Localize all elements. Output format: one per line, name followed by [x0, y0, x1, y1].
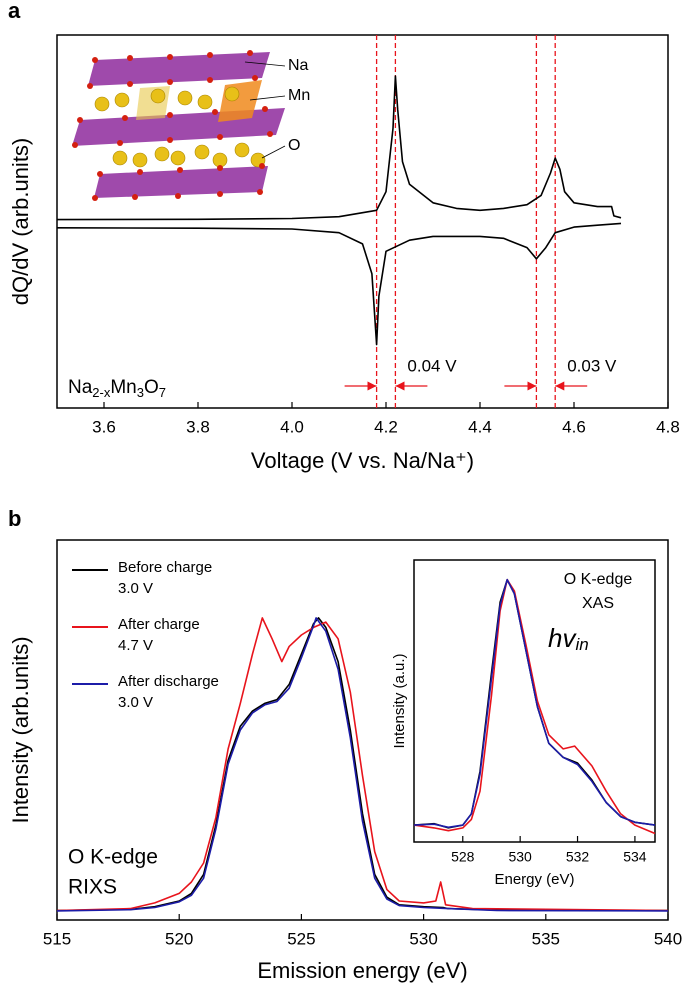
- formula: Na2-xMn3O7: [68, 377, 166, 400]
- data-line: [413, 578, 656, 829]
- panel-label: a: [8, 0, 21, 23]
- formula-part: 3: [137, 385, 144, 400]
- x-tick-label: 4.6: [562, 417, 586, 436]
- y-axis-label: Intensity (arb.units): [8, 636, 33, 823]
- annotation: hvin: [548, 623, 589, 655]
- x-tick-label: 4.0: [280, 417, 304, 436]
- formula-part: 7: [159, 385, 166, 400]
- structure-label: Na: [288, 57, 309, 74]
- annotation-part: in: [575, 635, 588, 654]
- data-line: [56, 222, 622, 346]
- structure-label: O: [288, 137, 300, 154]
- annotation-part: hv: [548, 623, 577, 653]
- legend-label: After charge: [118, 616, 200, 633]
- formula-part: 2-x: [92, 385, 111, 400]
- x-tick-label: 540: [654, 929, 682, 948]
- formula-part: O: [144, 377, 159, 398]
- legend-sublabel: 3.0 V: [118, 694, 153, 711]
- gap-label: 0.03 V: [567, 356, 617, 375]
- panel-text: O K-edge: [68, 846, 158, 869]
- x-tick-label: 532: [566, 849, 590, 865]
- panel-text: RIXS: [68, 876, 117, 899]
- legend-label: After discharge: [118, 673, 219, 690]
- structure-label: Mn: [288, 87, 310, 104]
- formula-part: Na: [68, 377, 93, 398]
- x-axis-label: Voltage (V vs. Na/Na⁺): [251, 448, 474, 473]
- plot-frame: [56, 34, 669, 409]
- x-tick-label: 534: [623, 849, 647, 865]
- panel-label: b: [8, 506, 21, 531]
- y-axis-label: dQ/dV (arb.units): [8, 138, 33, 306]
- plot-frame: [413, 559, 656, 843]
- legend-sublabel: 4.7 V: [118, 637, 153, 654]
- x-tick-label: 4.8: [656, 417, 680, 436]
- data-line: [56, 617, 669, 912]
- x-tick-label: 535: [532, 929, 560, 948]
- gap-label: 0.04 V: [407, 356, 457, 375]
- legend-label: Before charge: [118, 559, 212, 576]
- data-line: [413, 578, 656, 835]
- x-tick-label: 530: [409, 929, 437, 948]
- x-axis-label: Energy (eV): [494, 871, 574, 888]
- panel-text: O K-edge: [564, 571, 633, 588]
- y-axis-label: Intensity (a.u.): [391, 653, 408, 748]
- x-tick-label: 525: [287, 929, 315, 948]
- x-tick-label: 4.2: [374, 417, 398, 436]
- plot-frame: [56, 539, 669, 921]
- x-axis-label: Emission energy (eV): [257, 958, 467, 983]
- x-tick-label: 4.4: [468, 417, 492, 436]
- legend-sublabel: 3.0 V: [118, 580, 153, 597]
- data-line: [56, 617, 669, 912]
- x-tick-label: 520: [165, 929, 193, 948]
- formula-part: Mn: [110, 377, 136, 398]
- x-tick-label: 530: [508, 849, 532, 865]
- x-tick-label: 515: [43, 929, 71, 948]
- panel-text: XAS: [582, 595, 614, 612]
- data-line: [56, 75, 622, 221]
- x-tick-label: 3.8: [186, 417, 210, 436]
- x-tick-label: 528: [451, 849, 475, 865]
- crystal-structure: [72, 50, 286, 201]
- x-tick-label: 3.6: [92, 417, 116, 436]
